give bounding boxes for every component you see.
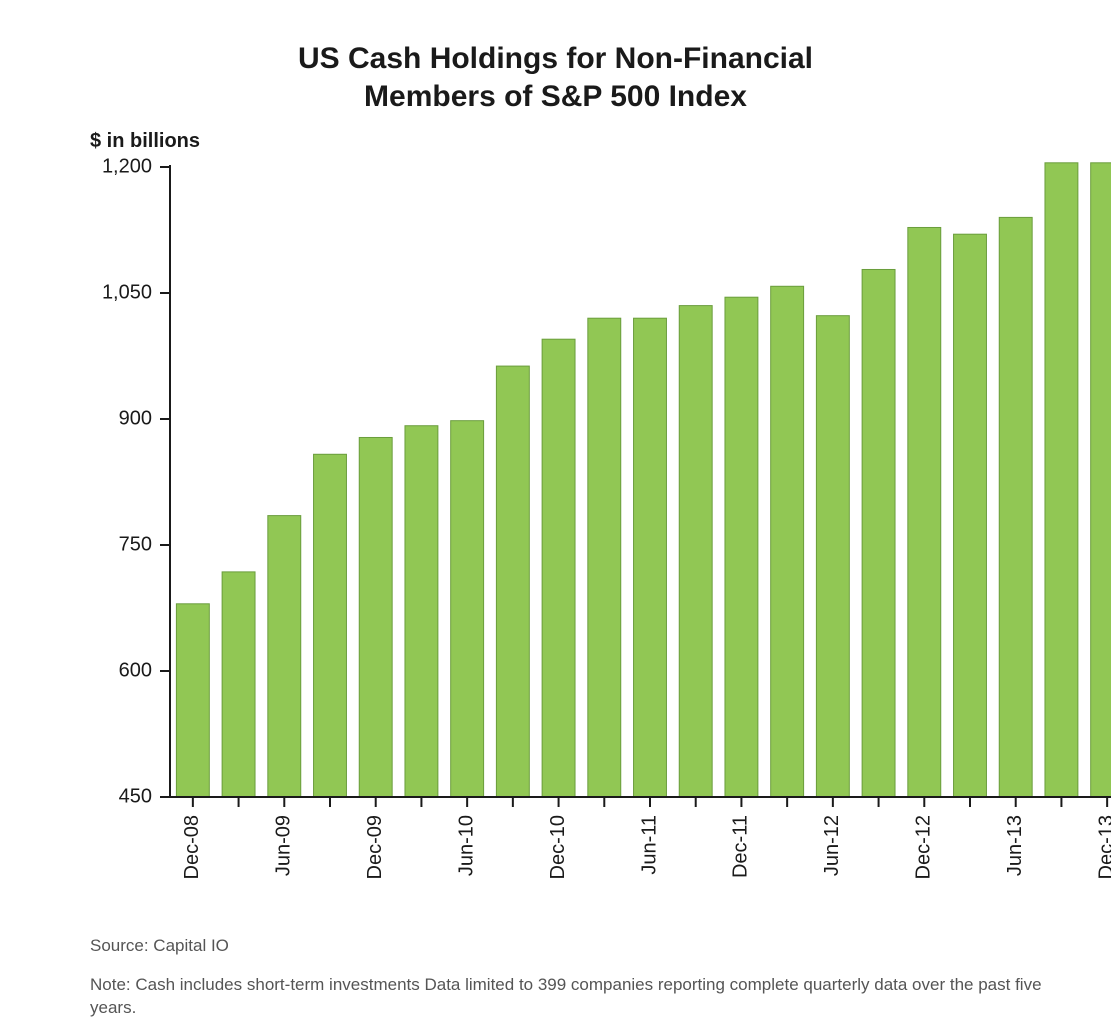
chart-title-line2: Members of S&P 500 Index [364, 80, 747, 113]
page: US Cash Holdings for Non-Financial Membe… [0, 0, 1111, 1033]
y-tick-label: 600 [119, 659, 152, 681]
bar [588, 318, 621, 797]
bar [542, 339, 575, 797]
y-tick-label: 1,200 [102, 157, 152, 177]
x-tick-label: Dec-10 [547, 815, 569, 879]
y-tick-label: 450 [119, 785, 152, 807]
footnotes: Source: Capital IO Note: Cash includes s… [90, 935, 1051, 1020]
chart-container: 450 600 750 900 1,050 1,200 Dec-08 Jun-09 Dec-09… [90, 157, 1051, 907]
bar [816, 316, 849, 797]
x-tick-label: Jun-12 [821, 815, 843, 876]
x-tick-label: Dec-12 [913, 815, 935, 879]
bar [999, 217, 1032, 797]
bar [222, 572, 255, 797]
bar [725, 297, 758, 797]
x-tick-label: Dec-08 [181, 815, 203, 879]
y-tick-label: 900 [119, 407, 152, 429]
bar [908, 227, 941, 797]
bar [862, 269, 895, 797]
bar [359, 437, 392, 797]
bar [268, 516, 301, 797]
x-tick-label: Dec-09 [364, 815, 386, 879]
bar [771, 286, 804, 797]
bar [451, 421, 484, 797]
bar [314, 454, 347, 797]
x-tick-label: Jun-11 [638, 815, 660, 875]
x-tick-label: Dec-11 [730, 815, 752, 878]
chart-title-line1: US Cash Holdings for Non-Financial [298, 42, 813, 75]
chart-title: US Cash Holdings for Non-Financial Membe… [30, 40, 1081, 115]
source-line: Source: Capital IO [90, 935, 1051, 958]
bar [679, 306, 712, 797]
bar [176, 604, 209, 797]
bar [1091, 163, 1111, 797]
bar-chart: 450 600 750 900 1,050 1,200 Dec-08 Jun-09 Dec-09… [90, 157, 1111, 907]
x-tick-label: Jun-13 [1004, 815, 1026, 876]
note-line: Note: Cash includes short-term investmen… [90, 974, 1051, 1020]
x-tick-label: Jun-09 [273, 815, 295, 876]
bar [496, 366, 529, 797]
y-tick-label: 1,050 [102, 281, 152, 303]
bar [634, 318, 667, 797]
bar [405, 426, 438, 797]
y-axis-label: $ in billions [90, 130, 1081, 153]
bar [954, 234, 987, 797]
x-tick-label: Dec-13 [1095, 815, 1111, 879]
y-tick-label: 750 [119, 533, 152, 555]
bar [1045, 163, 1078, 797]
x-tick-label: Jun-10 [455, 815, 477, 876]
